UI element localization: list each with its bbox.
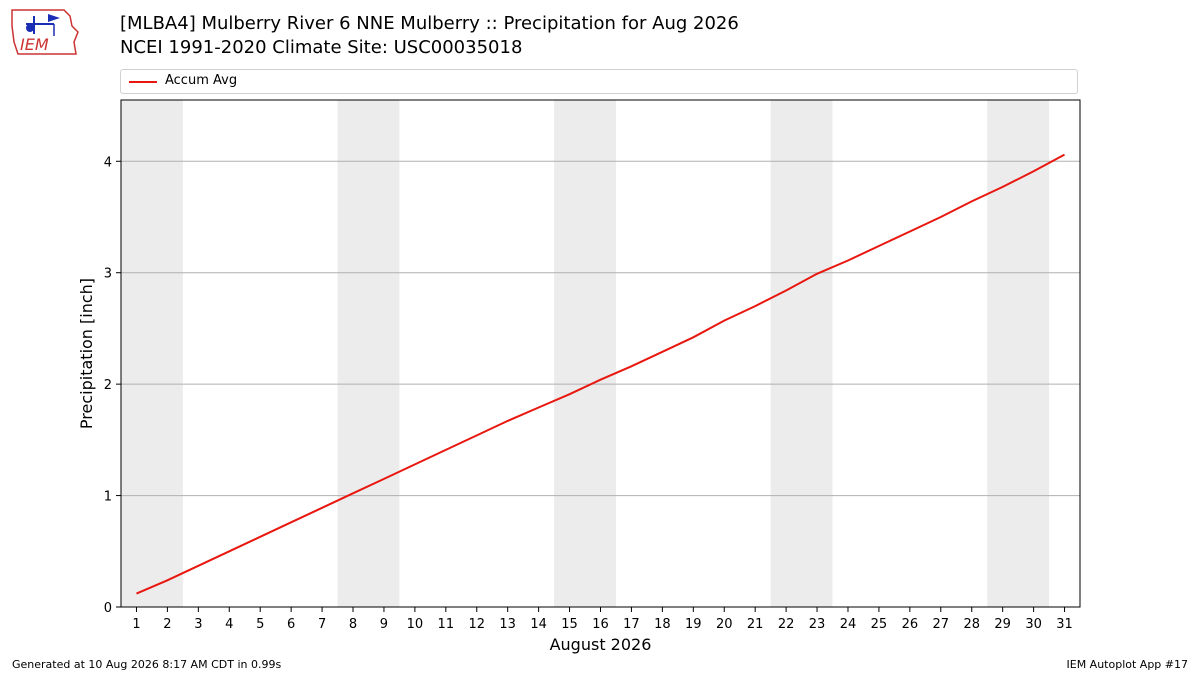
x-tick-label: 1 [132,617,140,632]
y-tick-label: 3 [104,267,112,282]
x-tick-label: 11 [438,617,455,632]
x-tick-label: 12 [468,617,485,632]
chart-legend: Accum Avg [120,69,1078,94]
app-id: IEM Autoplot App #17 [1066,658,1189,671]
x-tick-label: 23 [809,617,826,632]
x-tick-label: 14 [530,617,547,632]
weekend-shade [121,100,183,607]
x-tick-label: 28 [963,617,980,632]
x-tick-label: 27 [933,617,950,632]
weekend-shade [770,100,833,607]
chart-subtitle: NCEI 1991-2020 Climate Site: USC00035018 [120,37,523,58]
y-tick-label: 0 [104,601,112,616]
series-line [136,153,1065,595]
x-tick-label: 29 [994,617,1011,632]
x-tick-label: 31 [1056,617,1073,632]
x-tick-label: 7 [318,617,326,632]
legend-swatch [129,81,157,83]
iem-logo-icon: IEM [11,9,79,55]
x-tick-label: 13 [499,617,516,632]
x-tick-label: 3 [194,617,202,632]
x-tick-label: 8 [349,617,357,632]
x-tick-label: 16 [592,617,609,632]
weekend-shade [554,100,616,607]
logo-text: IEM [20,35,49,54]
x-tick-label: 22 [778,617,795,632]
x-tick-label: 4 [225,617,233,632]
x-tick-label: 24 [840,617,857,632]
chart-title: [MLBA4] Mulberry River 6 NNE Mulberry ::… [120,13,739,34]
legend-label: Accum Avg [165,73,238,88]
x-axis-label: August 2026 [550,635,652,654]
x-tick-label: 30 [1025,617,1042,632]
generated-timestamp: Generated at 10 Aug 2026 8:17 AM CDT in … [12,658,282,671]
x-tick-label: 9 [380,617,388,632]
x-tick-label: 19 [685,617,702,632]
x-tick-label: 25 [871,617,888,632]
weekend-shade [987,100,1050,607]
x-tick-label: 17 [623,617,640,632]
y-tick-label: 1 [104,490,112,505]
x-tick-label: 20 [716,617,733,632]
x-tick-label: 6 [287,617,295,632]
y-axis-label: Precipitation [inch] [77,278,96,429]
y-tick-label: 2 [104,378,112,393]
x-tick-label: 18 [654,617,671,632]
iem-logo: IEM [8,6,82,58]
x-tick-label: 2 [163,617,171,632]
x-tick-label: 10 [407,617,424,632]
x-tick-label: 5 [256,617,264,632]
x-tick-label: 26 [902,617,919,632]
weekend-shade [337,100,400,607]
y-tick-label: 4 [104,155,112,170]
x-tick-label: 21 [747,617,764,632]
x-tick-label: 15 [561,617,578,632]
